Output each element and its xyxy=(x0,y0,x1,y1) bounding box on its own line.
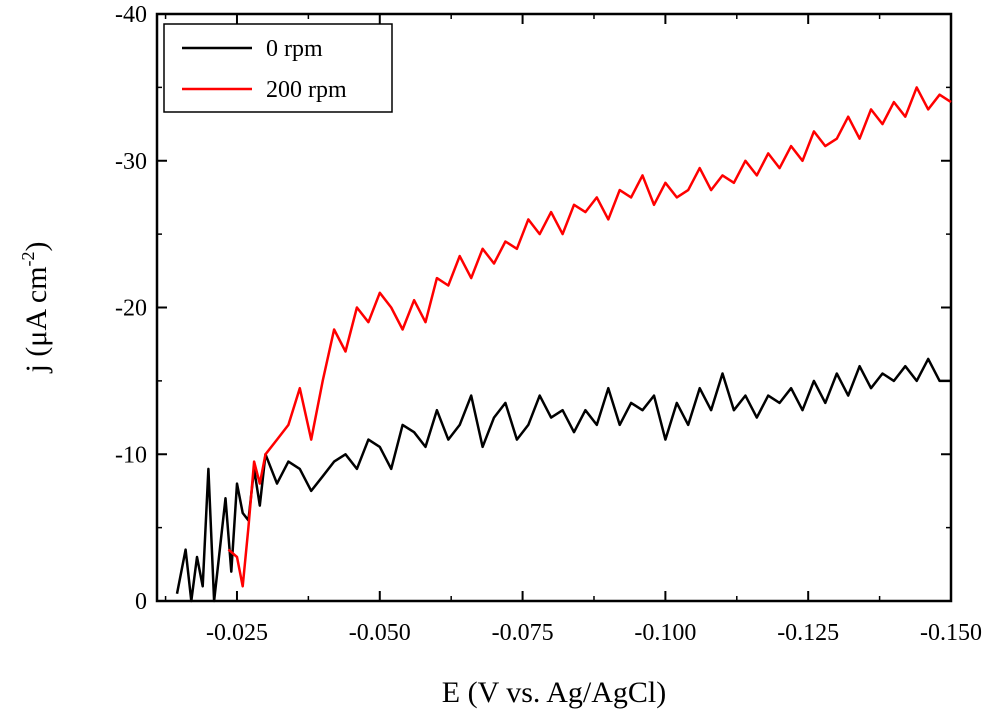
y-tick-label: -10 xyxy=(115,442,147,468)
y-tick-label: -20 xyxy=(115,296,147,322)
x-axis: -0.025 -0.050 -0.075 -0.100 -0.125 -0.150 xyxy=(164,14,982,646)
x-tick-label: -0.150 xyxy=(920,620,982,646)
series-line-1 xyxy=(227,86,952,588)
y-axis-title-group: j (μA cm-2) xyxy=(18,241,53,373)
series-line-0 xyxy=(175,357,951,603)
x-tick-label: -0.100 xyxy=(634,620,696,646)
x-tick-label: -0.075 xyxy=(492,620,554,646)
x-tick-label: -0.125 xyxy=(777,620,839,646)
y-axis-title: j (μA cm-2) xyxy=(18,241,53,373)
y-axis-title-superscript: -2 xyxy=(18,251,38,266)
x-axis-title: E (V vs. Ag/AgCl) xyxy=(442,676,666,709)
y-tick-label: 0 xyxy=(135,589,147,615)
legend-box xyxy=(163,23,393,113)
plot-area xyxy=(175,86,952,603)
legend-label-1: 200 rpm xyxy=(266,77,347,103)
y-axis-title-close: ) xyxy=(20,241,53,251)
legend: 0 rpm 200 rpm xyxy=(163,23,393,113)
y-axis-title-main: j (μA cm xyxy=(20,266,53,373)
y-tick-label: -30 xyxy=(115,149,147,175)
y-axis: 0 -10 -20 -30 -40 xyxy=(115,2,951,615)
x-tick-label: -0.025 xyxy=(206,620,268,646)
x-tick-label: -0.050 xyxy=(349,620,411,646)
y-tick-label: -40 xyxy=(115,2,147,28)
legend-label-0: 0 rpm xyxy=(266,36,323,62)
